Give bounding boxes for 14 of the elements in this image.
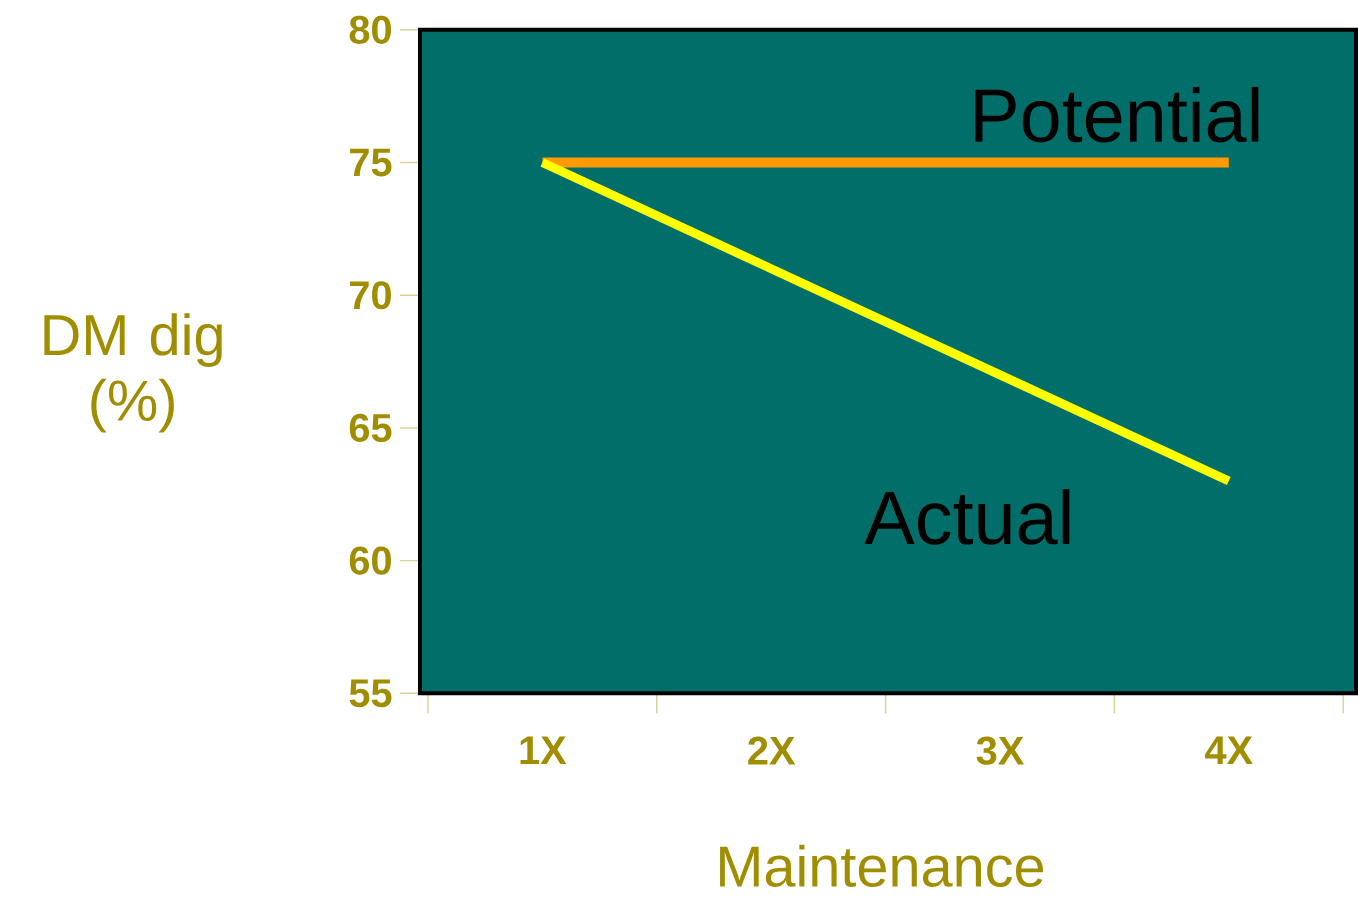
x-tick-label: 3X	[976, 736, 1024, 765]
y-tick-label: 55	[349, 679, 392, 708]
x-tick-label: 4X	[1205, 736, 1253, 764]
y-tick-label: 80	[349, 15, 391, 44]
x-tick-label: 1X	[520, 736, 567, 764]
series-label: Potential	[975, 86, 1259, 143]
y-axis-title: DM dig (%)	[44, 313, 222, 433]
x-tick-label: 2X	[748, 736, 796, 765]
series-label: Actual	[864, 489, 1070, 545]
x-axis-title: Maintenance	[720, 844, 1044, 887]
y-tick-label: 75	[350, 148, 392, 177]
y-tick-label: 60	[349, 546, 391, 575]
y-tick-label: 70	[350, 281, 391, 310]
y-tick-label: 65	[349, 413, 392, 442]
